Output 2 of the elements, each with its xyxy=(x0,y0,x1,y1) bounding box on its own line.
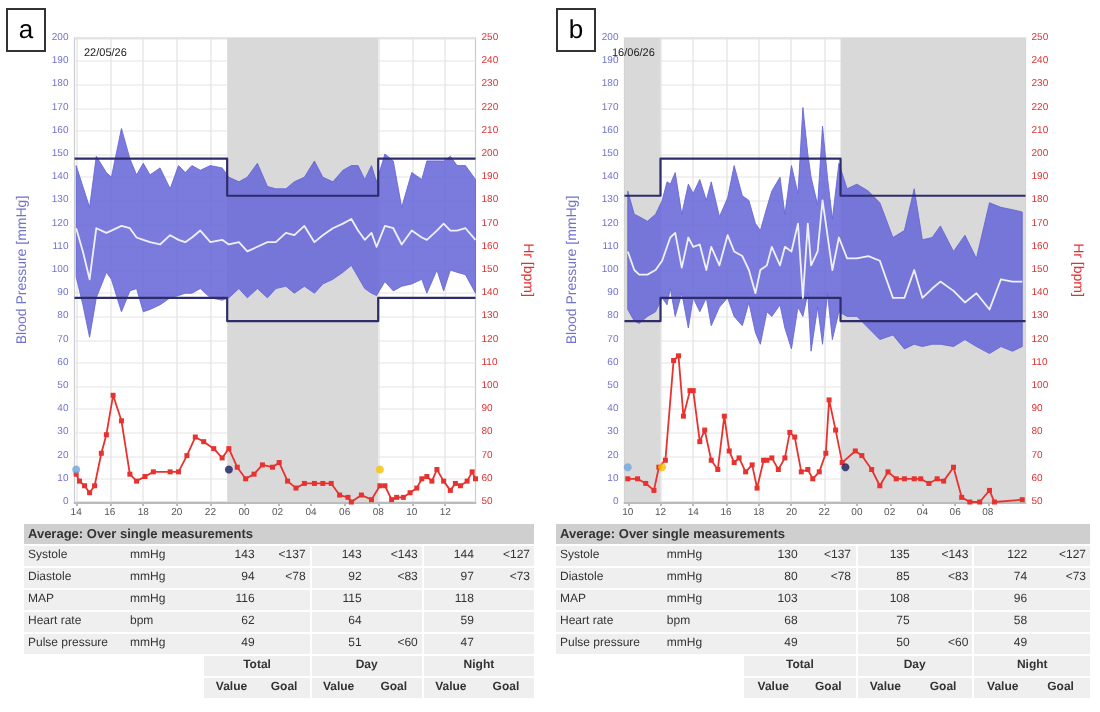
chart-title: a xyxy=(6,8,46,52)
chart-title: b xyxy=(556,8,596,52)
